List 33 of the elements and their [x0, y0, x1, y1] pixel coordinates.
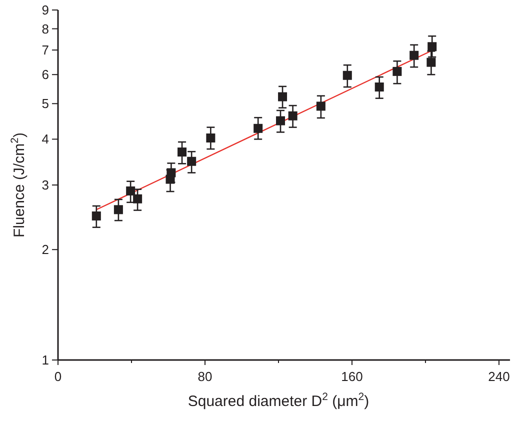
y-tick-label: 5	[42, 96, 49, 112]
point	[428, 42, 437, 52]
y-tick-label: 6	[42, 67, 49, 82]
point	[254, 124, 263, 133]
y-tick-label: 7	[42, 42, 49, 58]
point	[133, 194, 142, 204]
x-tick-label: 160	[341, 369, 363, 384]
point	[410, 50, 419, 60]
point	[126, 186, 136, 196]
x-tick-label: 0	[54, 369, 62, 384]
point	[288, 111, 298, 120]
x-tick-label: 240	[488, 369, 510, 384]
point	[206, 133, 216, 142]
y-tick-label: 8	[42, 21, 49, 36]
point	[92, 211, 101, 220]
y-tick-label: 1	[42, 352, 49, 368]
point	[426, 58, 436, 67]
point	[178, 148, 187, 157]
point	[316, 102, 326, 111]
point	[278, 92, 288, 102]
point	[166, 168, 176, 178]
x-tick-label: 80	[198, 369, 212, 384]
point	[114, 205, 123, 214]
point	[187, 156, 196, 166]
y-tick-label: 3	[42, 178, 49, 192]
y-tick-label: 2	[42, 242, 49, 258]
point	[392, 66, 402, 76]
x-axis-title: Squared diameter D$^{2}$ (μm$^{2}$)	[188, 391, 370, 410]
point	[374, 82, 384, 92]
point	[276, 116, 286, 126]
point	[342, 70, 352, 80]
y-tick-label: 9	[42, 2, 49, 18]
y-tick-label: 4	[42, 132, 49, 147]
